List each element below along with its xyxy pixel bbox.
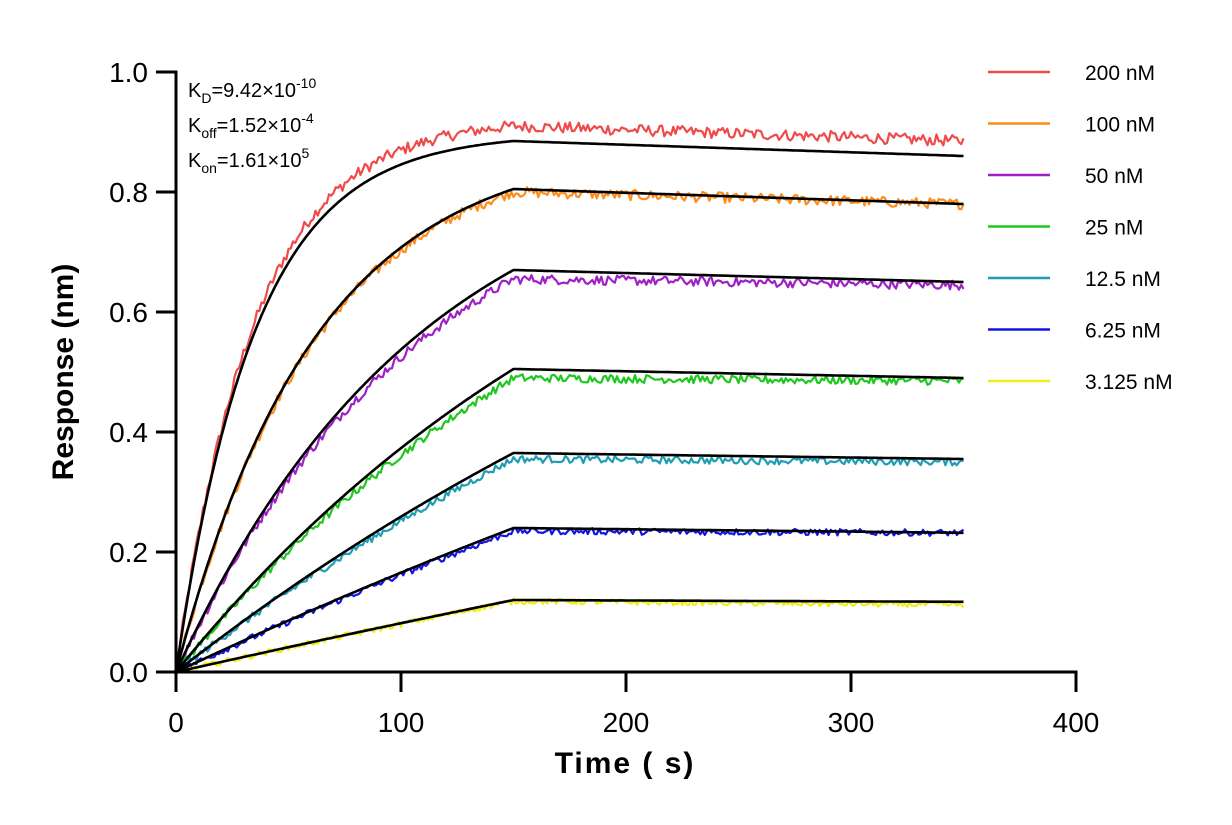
legend: 200 nM 100 nM 50 nM 25 nM 12.5 nM 6.25 nM 3.12… [988, 62, 1173, 394]
fit-curve-200-nM [174, 139, 964, 673]
y-tick-label: 0.6 [109, 297, 148, 328]
legend-label: 3.125 nM [1085, 371, 1173, 394]
legend-label: 200 nM [1085, 62, 1155, 85]
curves-layer [174, 120, 965, 674]
y-tick-label: 0.2 [109, 537, 148, 568]
data-series-50-nM [175, 274, 965, 674]
y-tick-label: 1.0 [109, 57, 148, 88]
fit-curve-25-nM [174, 367, 964, 673]
data-series-25-nM [176, 373, 964, 674]
koff-label: Koff=1.52×10-4 [188, 110, 314, 141]
fit-curve-3-125-nM [175, 598, 964, 674]
y-tick-label: 0.4 [109, 417, 148, 448]
fit-curve-100-nM [174, 187, 964, 673]
y-tick-label: 0.8 [109, 177, 148, 208]
x-tick-label: 200 [603, 707, 650, 738]
axes-layer: 0.0 0.2 0.4 0.6 0.8 1.0 0 100 200 300 400 [109, 57, 1099, 738]
kd-label: KD=9.42×10-10 [188, 75, 316, 106]
data-series-200-nM [174, 120, 965, 671]
x-axis-title: Time ( s) [555, 747, 696, 780]
fit-curve-50-nM [174, 268, 964, 673]
legend-label: 12.5 nM [1085, 268, 1161, 291]
legend-label: 50 nM [1085, 165, 1143, 188]
legend-label: 100 nM [1085, 114, 1155, 137]
legend-label: 25 nM [1085, 217, 1143, 240]
data-series-100-nM [175, 186, 965, 673]
data-series-12-5-nM [175, 454, 964, 672]
y-tick-label: 0.0 [109, 657, 148, 688]
x-tick-label: 100 [378, 707, 425, 738]
fit-curve-6-25-nM [175, 526, 964, 674]
x-tick-label: 300 [828, 707, 875, 738]
y-axis-title: Response (nm) [47, 264, 80, 481]
data-series-3-125-nM [175, 597, 965, 673]
legend-label: 6.25 nM [1085, 320, 1161, 343]
x-tick-label: 0 [168, 707, 184, 738]
x-tick-label: 400 [1053, 707, 1100, 738]
fit-curve-12-5-nM [175, 451, 964, 674]
kinetic-parameters: KD=9.42×10-10 Koff=1.52×10-4 Kon=1.61×10… [188, 75, 316, 176]
kon-label: Kon=1.61×105 [188, 145, 309, 176]
